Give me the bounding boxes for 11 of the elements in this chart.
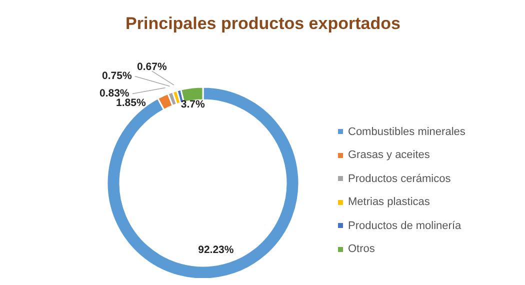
- legend-label: Productos de molinería: [348, 220, 462, 232]
- legend-label: Otros: [348, 243, 375, 256]
- legend-label: Metrias plasticas: [348, 196, 430, 208]
- data-label: 3.7%: [180, 98, 206, 111]
- data-label: 0.67%: [137, 61, 168, 74]
- data-label: 0.75%: [102, 70, 132, 82]
- data-label: 92.23%: [198, 244, 234, 256]
- legend-label: Combustibles minerales: [348, 126, 466, 138]
- legend-label: Productos cerámicos: [348, 172, 451, 185]
- chart-title: Principales productos exportados: [124, 14, 402, 34]
- legend-label: Grasas y aceites: [348, 149, 430, 162]
